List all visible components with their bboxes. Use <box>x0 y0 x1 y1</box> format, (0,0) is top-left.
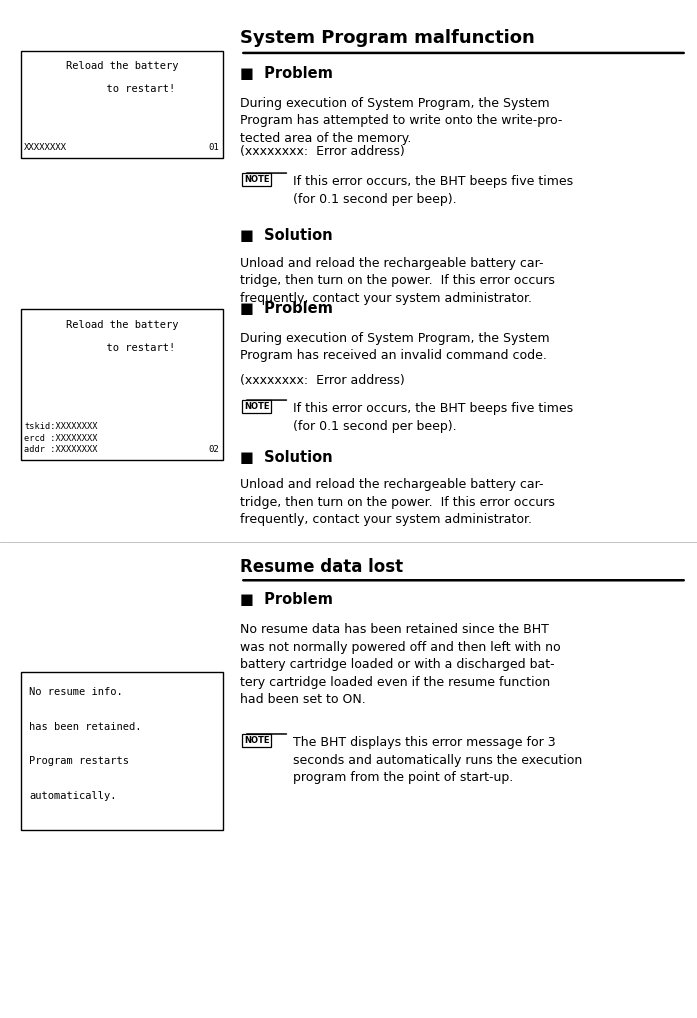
Text: Program restarts: Program restarts <box>29 756 129 767</box>
Text: During execution of System Program, the System
Program has received an invalid c: During execution of System Program, the … <box>240 332 550 362</box>
Text: (xxxxxxxx:  Error address): (xxxxxxxx: Error address) <box>240 374 405 387</box>
Text: ■  Solution: ■ Solution <box>240 228 333 243</box>
Text: No resume info.: No resume info. <box>29 687 123 697</box>
Text: tskid:XXXXXXXX
ercd :XXXXXXXX
addr :XXXXXXXX: tskid:XXXXXXXX ercd :XXXXXXXX addr :XXXX… <box>24 422 98 454</box>
Text: During execution of System Program, the System
Program has attempted to write on: During execution of System Program, the … <box>240 97 563 145</box>
Text: The BHT displays this error message for 3
seconds and automatically runs the exe: The BHT displays this error message for … <box>293 736 582 784</box>
Text: ■  Problem: ■ Problem <box>240 592 333 608</box>
Text: Reload the battery: Reload the battery <box>66 61 178 71</box>
Text: If this error occurs, the BHT beeps five times
(for 0.1 second per beep).: If this error occurs, the BHT beeps five… <box>293 175 573 206</box>
Text: 02: 02 <box>209 445 220 454</box>
Text: No resume data has been retained since the BHT
was not normally powered off and : No resume data has been retained since t… <box>240 623 561 706</box>
Text: System Program malfunction: System Program malfunction <box>240 29 535 47</box>
Text: ■  Problem: ■ Problem <box>240 66 333 81</box>
Text: to restart!: to restart! <box>69 343 175 353</box>
FancyBboxPatch shape <box>21 672 223 830</box>
Text: to restart!: to restart! <box>69 84 175 95</box>
Text: automatically.: automatically. <box>29 791 117 801</box>
Text: NOTE: NOTE <box>244 175 270 184</box>
Text: Unload and reload the rechargeable battery car-
tridge, then turn on the power. : Unload and reload the rechargeable batte… <box>240 478 556 526</box>
Text: Unload and reload the rechargeable battery car-
tridge, then turn on the power. : Unload and reload the rechargeable batte… <box>240 257 556 304</box>
FancyBboxPatch shape <box>21 309 223 460</box>
FancyBboxPatch shape <box>21 51 223 158</box>
Text: Reload the battery: Reload the battery <box>66 320 178 330</box>
Text: XXXXXXXX: XXXXXXXX <box>24 143 68 152</box>
Text: ■  Solution: ■ Solution <box>240 450 333 465</box>
Text: (xxxxxxxx:  Error address): (xxxxxxxx: Error address) <box>240 145 405 158</box>
Text: If this error occurs, the BHT beeps five times
(for 0.1 second per beep).: If this error occurs, the BHT beeps five… <box>293 402 573 433</box>
Text: has been retained.: has been retained. <box>29 722 141 732</box>
Text: ■  Problem: ■ Problem <box>240 301 333 317</box>
Text: 01: 01 <box>209 143 220 152</box>
Text: NOTE: NOTE <box>244 736 270 745</box>
Text: NOTE: NOTE <box>244 402 270 411</box>
Text: Resume data lost: Resume data lost <box>240 558 404 576</box>
